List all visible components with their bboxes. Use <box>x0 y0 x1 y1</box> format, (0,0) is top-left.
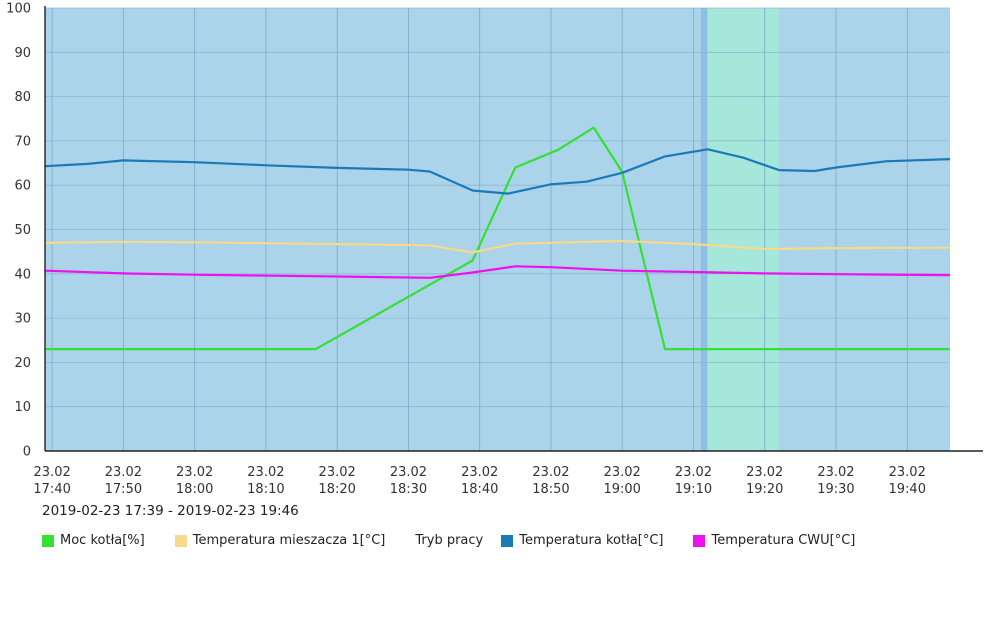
legend-swatch <box>693 534 706 547</box>
legend-label: Temperatura mieszacza 1[°C] <box>192 533 386 548</box>
legend: Moc kotła[%] Temperatura mieszacza 1[°C]… <box>42 533 885 548</box>
x-tick-date: 23.02 <box>461 465 498 480</box>
axes <box>44 6 983 452</box>
legend-item-temperatura-cwu[interactable]: Temperatura CWU[°C] <box>693 533 855 548</box>
y-axis-labels: 0 10 20 30 40 50 60 70 80 90 100 <box>6 2 31 460</box>
chart: 0 10 20 30 40 50 60 70 80 90 100 23.02 17:40 23.02 17… <box>6 2 983 497</box>
legend-item-temperatura-kotla[interactable]: Temperatura kotła[°C] <box>501 533 663 548</box>
y-tick-label: 40 <box>14 267 31 282</box>
legend-swatch <box>174 534 187 547</box>
legend-item-temperatura-mieszacza[interactable]: Temperatura mieszacza 1[°C] <box>174 533 386 548</box>
x-tick-label: 23.02 18:30 <box>390 465 427 497</box>
legend-item-moc-kotla[interactable]: Moc kotła[%] <box>42 533 145 548</box>
x-tick-time: 18:30 <box>390 482 427 497</box>
x-tick-date: 23.02 <box>889 465 926 480</box>
series-line <box>45 126 950 351</box>
x-tick-time: 19:10 <box>675 482 712 497</box>
y-tick-label: 0 <box>23 445 31 460</box>
x-tick-label: 23.02 18:40 <box>461 465 498 497</box>
y-tick-label: 10 <box>14 400 31 415</box>
legend-label: Moc kotła[%] <box>60 533 145 548</box>
y-tick-label: 90 <box>14 46 31 61</box>
x-tick-time: 19:00 <box>603 482 640 497</box>
x-tick-time: 18:20 <box>318 482 355 497</box>
x-tick-time: 17:40 <box>33 482 70 497</box>
x-tick-date: 23.02 <box>675 465 712 480</box>
legend-label: Tryb pracy <box>415 533 484 548</box>
date-range: 2019-02-23 17:39 - 2019-02-23 19:46 <box>42 503 299 519</box>
x-tick-date: 23.02 <box>34 465 71 480</box>
y-tick-label: 30 <box>14 312 31 327</box>
x-axis-labels: 23.02 17:40 23.02 17:50 23.02 18:00 23.02 18:10… <box>33 465 926 497</box>
legend-item-tryb-pracy[interactable]: Tryb pracy <box>415 533 483 548</box>
y-tick-label: 80 <box>14 90 31 105</box>
x-tick-label: 23.02 19:20 <box>746 465 783 497</box>
x-tick-date: 23.02 <box>390 465 427 480</box>
x-tick-time: 18:50 <box>532 482 569 497</box>
y-tick-label: 20 <box>14 356 31 371</box>
series-line <box>44 148 951 195</box>
x-tick-date: 23.02 <box>176 465 213 480</box>
x-tick-date: 23.02 <box>319 465 356 480</box>
legend-label: Temperatura kotła[°C] <box>519 533 664 548</box>
x-tick-date: 23.02 <box>817 465 854 480</box>
x-tick-time: 19:40 <box>889 482 926 497</box>
x-tick-label: 23.02 19:30 <box>817 465 854 497</box>
x-tick-time: 18:40 <box>461 482 498 497</box>
x-tick-date: 23.02 <box>604 465 641 480</box>
x-tick-time: 18:00 <box>176 482 213 497</box>
series-line <box>44 265 951 279</box>
x-tick-time: 18:10 <box>247 482 284 497</box>
x-tick-time: 19:20 <box>746 482 783 497</box>
x-tick-label: 23.02 17:40 <box>33 465 70 497</box>
x-tick-date: 23.02 <box>532 465 569 480</box>
y-tick-label: 100 <box>6 2 31 17</box>
x-tick-time: 19:30 <box>817 482 854 497</box>
x-tick-date: 23.02 <box>105 465 142 480</box>
x-tick-label: 23.02 17:50 <box>105 465 142 497</box>
series-line <box>44 239 951 254</box>
legend-swatch <box>501 534 514 547</box>
x-tick-label: 23.02 18:10 <box>247 465 284 497</box>
x-tick-label: 23.02 18:00 <box>176 465 213 497</box>
x-tick-time: 17:50 <box>105 482 142 497</box>
x-tick-label: 23.02 18:50 <box>532 465 569 497</box>
vertical-grid <box>51 8 908 451</box>
x-tick-label: 23.02 19:10 <box>675 465 712 497</box>
y-tick-label: 60 <box>14 179 31 194</box>
series-lines <box>44 126 951 351</box>
x-tick-date: 23.02 <box>247 465 284 480</box>
y-tick-label: 50 <box>14 223 31 238</box>
legend-swatch <box>42 534 54 547</box>
y-tick-label: 70 <box>14 134 31 149</box>
x-tick-label: 23.02 19:00 <box>603 465 640 497</box>
legend-label: Temperatura CWU[°C] <box>711 533 856 548</box>
x-tick-label: 23.02 18:20 <box>318 465 355 497</box>
x-tick-date: 23.02 <box>746 465 783 480</box>
x-tick-label: 23.02 19:40 <box>889 465 926 497</box>
